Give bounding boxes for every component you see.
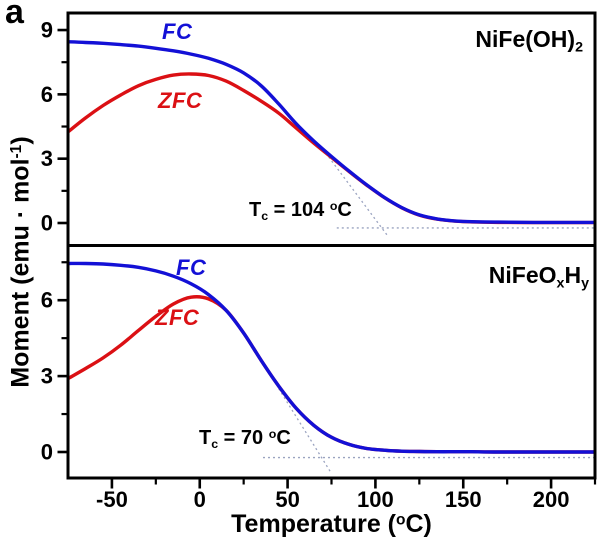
y-tick-label-top: 0 bbox=[41, 211, 53, 236]
compound-label-top: NiFe(OH)2 bbox=[475, 26, 583, 55]
tc-top-unit: C bbox=[337, 199, 352, 222]
tc-bottom-value: = 70 bbox=[218, 427, 269, 450]
panel-top bbox=[69, 40, 594, 237]
fc-series-label-top: FC bbox=[162, 19, 193, 44]
tc-top-subscript: c bbox=[261, 208, 269, 223]
tc-bottom-degree: o bbox=[268, 427, 277, 441]
y-tick-label-top: 6 bbox=[41, 82, 53, 107]
tc-bottom-subscript: c bbox=[211, 436, 219, 451]
y-tick-label-top: 3 bbox=[41, 146, 53, 171]
tc-tangent-guide-bottom bbox=[278, 388, 333, 474]
x-axis-title: Temperature (oC) bbox=[68, 510, 595, 539]
x-axis-title-degree-superscript: o bbox=[396, 511, 406, 529]
fc-curve-bottom bbox=[69, 261, 594, 454]
y-tick-label-bottom: 6 bbox=[41, 288, 53, 313]
x-tick-label: 200 bbox=[533, 487, 570, 512]
zfc-series-label-bottom: ZFC bbox=[155, 305, 200, 330]
x-tick-label: 100 bbox=[357, 487, 394, 512]
tc-top-value: = 104 bbox=[268, 199, 330, 222]
zfc-curve-bottom bbox=[69, 295, 594, 454]
compound-bottom-subscript-y: y bbox=[581, 275, 589, 292]
x-tick-label: 0 bbox=[194, 487, 206, 512]
tc-top-degree: o bbox=[329, 199, 338, 213]
y-tick-label-bottom: 3 bbox=[41, 364, 53, 389]
y-axis-title-superscript: -1 bbox=[7, 144, 25, 159]
y-axis-title-text: Moment (emu · mol bbox=[6, 158, 35, 388]
y-axis-title: Moment (emu · mol-1) bbox=[7, 136, 36, 387]
compound-bottom-subscript-x: x bbox=[556, 275, 565, 292]
y-tick-label-top: 9 bbox=[41, 18, 53, 43]
tc-top-symbol: T bbox=[249, 199, 262, 222]
panel-bottom bbox=[69, 261, 594, 474]
compound-top-subscript: 2 bbox=[575, 39, 583, 56]
x-tick-label: 50 bbox=[275, 487, 299, 512]
x-axis-title-text: Temperature ( bbox=[231, 510, 396, 538]
x-axis-title-suffix: C) bbox=[405, 510, 432, 538]
compound-label-bottom: NiFeOxHy bbox=[489, 262, 589, 291]
compound-bottom-base: NiFeO bbox=[488, 262, 557, 288]
compound-bottom-mid: H bbox=[564, 262, 582, 288]
tc-annotation-top: Tc = 104 oC bbox=[249, 199, 352, 223]
x-tick-label: -50 bbox=[96, 487, 128, 512]
y-tick-label-bottom: 0 bbox=[41, 440, 53, 465]
panel-letter: a bbox=[5, 0, 24, 31]
zfc-series-label-top: ZFC bbox=[158, 88, 203, 113]
fc-series-label-bottom: FC bbox=[176, 255, 207, 280]
x-tick-label: 150 bbox=[445, 487, 482, 512]
tc-annotation-bottom: Tc = 70 oC bbox=[199, 427, 291, 451]
fc-curve-top bbox=[69, 40, 594, 225]
tc-bottom-symbol: T bbox=[199, 427, 212, 450]
tc-bottom-unit: C bbox=[276, 427, 291, 450]
y-axis-title-suffix: ) bbox=[6, 136, 35, 145]
tc-tangent-guide-top bbox=[322, 148, 389, 237]
compound-top-base: NiFe(OH) bbox=[475, 26, 576, 52]
